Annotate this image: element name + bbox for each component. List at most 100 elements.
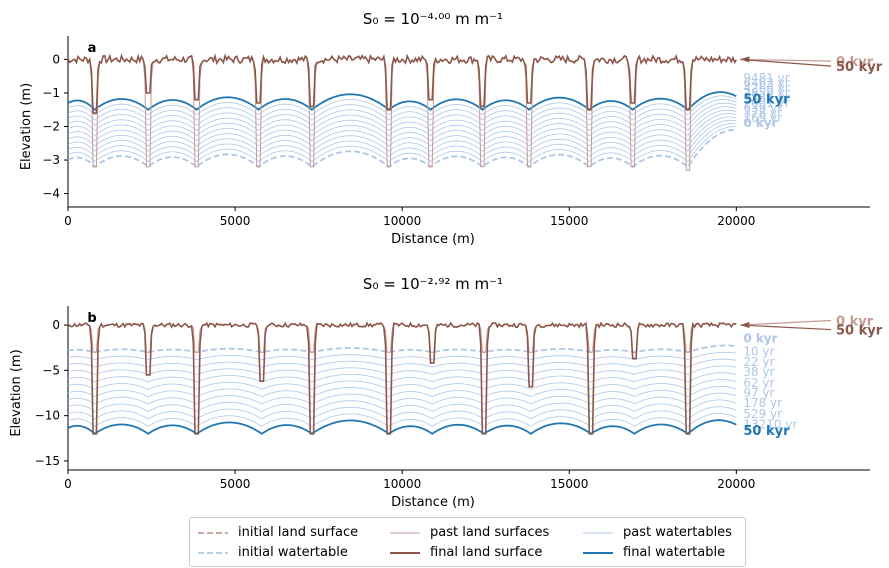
past-watertable-line xyxy=(67,126,737,163)
legend-label: initial land surface xyxy=(238,525,359,540)
land-surface-label: 0 kyr xyxy=(836,55,874,70)
panel-label: b xyxy=(87,311,96,326)
final-watertable-line xyxy=(67,91,737,111)
past-watertable-line xyxy=(67,406,737,420)
past-watertable-line xyxy=(67,95,737,116)
past-watertable-line xyxy=(67,379,737,390)
x-tick-label: 20000 xyxy=(717,477,755,491)
x-tick-label: 0 xyxy=(64,477,72,491)
y-tick-label: −5 xyxy=(42,363,60,377)
land-label-arrowhead xyxy=(740,322,750,329)
past-watertable-line xyxy=(67,109,737,137)
final-land-surface-line xyxy=(67,53,737,114)
y-tick-label: −1 xyxy=(42,86,60,100)
x-tick-label: 5000 xyxy=(220,214,251,228)
x-tick-label: 10000 xyxy=(383,477,421,491)
past-watertable-line xyxy=(67,365,737,375)
x-tick-label: 15000 xyxy=(550,214,588,228)
past-watertable-line xyxy=(67,99,737,121)
x-tick-label: 5000 xyxy=(220,477,251,491)
initial-watertable-line xyxy=(67,344,737,354)
past-watertable-line xyxy=(67,386,737,398)
watertable-age-label: 13210 yr xyxy=(743,418,797,432)
legend-label: initial watertable xyxy=(238,545,348,560)
watertable-age-label: 4266 yr xyxy=(743,81,789,95)
y-tick-label: −10 xyxy=(35,409,60,423)
watertable-age-label: 169 yr xyxy=(743,111,782,125)
past-watertable-line xyxy=(67,113,737,142)
legend-swatch-final-watertable xyxy=(583,552,613,554)
legend-label: past watertables xyxy=(623,525,732,540)
land-surface-label: 0 kyr xyxy=(836,315,874,330)
legend: initial land surface initial watertable … xyxy=(189,517,746,567)
land-label-arrow xyxy=(740,58,832,67)
watertable-age-label: 22 yr xyxy=(743,355,774,369)
final-watertable-label: 50 kyr xyxy=(743,424,790,439)
land-surface-label: 50 kyr xyxy=(836,60,883,75)
watertable-age-label: 38 yr xyxy=(743,365,774,379)
panel-b: S₀ = 10⁻²·⁹² m m⁻¹ b 0 5000 10000 15000 20000 −… xyxy=(9,275,883,510)
initial-watertable-line xyxy=(67,128,737,169)
legend-swatch-initial-land-surface xyxy=(198,532,228,534)
watertable-age-label: 9481 yr xyxy=(743,71,789,85)
watertable-age-label: 6463 yr xyxy=(743,76,789,90)
panel-a: S₀ = 10⁻⁴·⁰⁰ m m⁻¹ a 0 5000 10000 15000 20000 −… xyxy=(19,10,883,247)
past-watertable-line xyxy=(67,351,737,361)
x-tick-label: 20000 xyxy=(717,214,755,228)
past-watertable-line xyxy=(67,102,737,126)
watertable-age-label: 62 yr xyxy=(743,376,774,390)
past-watertable-line xyxy=(67,119,737,152)
chart-title: S₀ = 10⁻⁴·⁰⁰ m m⁻¹ xyxy=(363,10,503,28)
watertable-age-label: 10 yr xyxy=(743,344,774,358)
x-tick-label: 0 xyxy=(64,214,72,228)
y-tick-label: −3 xyxy=(42,153,60,167)
past-watertable-line xyxy=(67,123,737,157)
watertable-age-label: 639 yr xyxy=(743,101,782,115)
watertable-age-label: 1001 yr xyxy=(743,96,789,110)
y-tick-label: −4 xyxy=(42,187,60,201)
past-watertable-line xyxy=(67,392,737,405)
past-watertable-line xyxy=(67,413,737,427)
chart-title: S₀ = 10⁻²·⁹² m m⁻¹ xyxy=(363,275,503,293)
watertable-age-label: 97 yr xyxy=(743,386,774,400)
legend-label: final land surface xyxy=(430,545,543,560)
past-watertable-line xyxy=(67,116,737,147)
legend-label: final watertable xyxy=(623,545,726,560)
y-axis-label: Elevation (m) xyxy=(19,83,34,170)
final-watertable-label: 50 kyr xyxy=(743,93,790,108)
past-watertable-line xyxy=(67,106,737,132)
x-axis-label: Distance (m) xyxy=(391,495,475,510)
final-land-surface-line xyxy=(67,321,737,435)
x-axis-label: Distance (m) xyxy=(391,232,475,247)
past-watertable-line xyxy=(67,372,737,383)
watertable-age-label: 0 kyr xyxy=(743,332,777,346)
watertable-age-label: 178 yr xyxy=(743,396,782,410)
land-label-arrow xyxy=(740,324,832,331)
land-label-arrow xyxy=(740,58,832,62)
land-surface-label: 50 kyr xyxy=(836,324,883,339)
past-watertable-line xyxy=(67,358,737,368)
watertable-age-label: 1781 yr xyxy=(743,91,789,105)
watertable-age-label: 0 kyr xyxy=(743,116,777,130)
watertable-age-label: 378 yr xyxy=(743,106,782,120)
legend-swatch-past-watertables xyxy=(583,532,613,534)
watertable-age-label: 2859 yr xyxy=(743,86,789,100)
legend-swatch-final-land-surface xyxy=(390,552,420,554)
final-watertable-line xyxy=(67,419,737,435)
y-tick-label: 0 xyxy=(52,52,60,66)
legend-label: past land surfaces xyxy=(430,525,550,540)
legend-swatch-past-land-surfaces xyxy=(390,532,420,534)
land-label-arrowhead xyxy=(740,56,750,63)
y-tick-label: −15 xyxy=(35,454,60,468)
past-watertable-line xyxy=(67,399,737,412)
y-tick-label: 0 xyxy=(52,318,60,332)
land-label-arrow xyxy=(740,319,832,326)
legend-swatch-initial-watertable xyxy=(198,552,228,554)
panel-label: a xyxy=(88,41,97,56)
y-axis-label: Elevation (m) xyxy=(9,349,24,436)
x-tick-label: 10000 xyxy=(383,214,421,228)
y-tick-label: −2 xyxy=(42,120,60,134)
watertable-age-label: 529 yr xyxy=(743,407,782,421)
x-tick-label: 15000 xyxy=(550,477,588,491)
